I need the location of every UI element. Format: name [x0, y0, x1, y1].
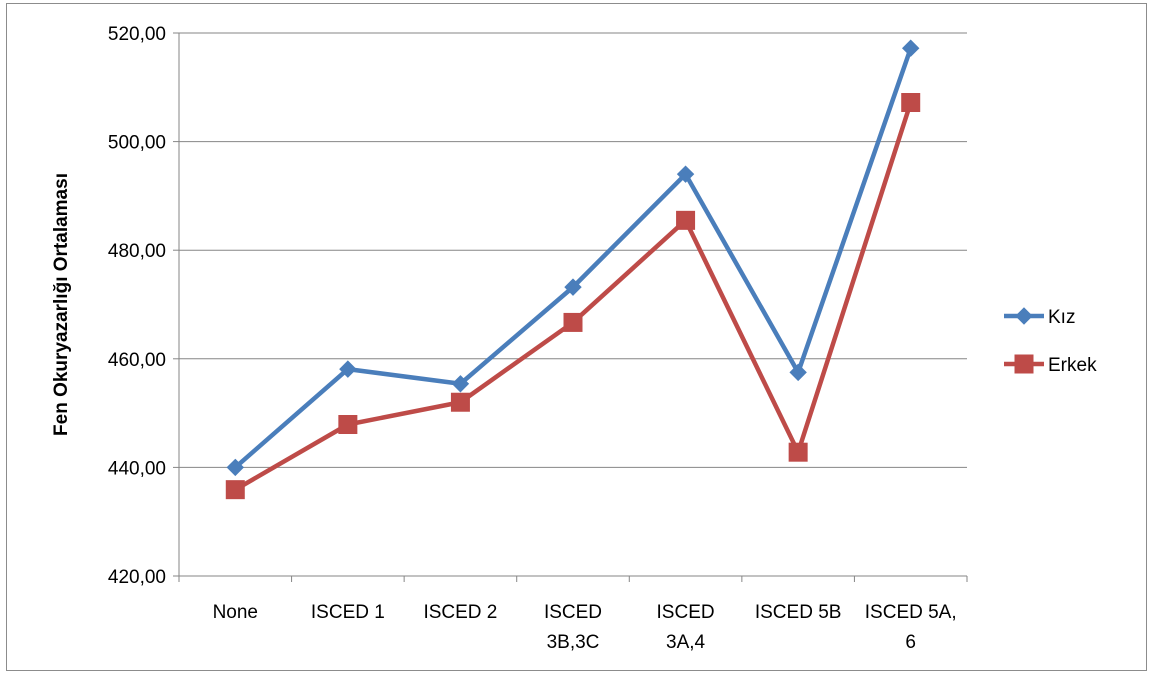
y-tick-label: 420,00 — [108, 567, 166, 588]
data-point — [676, 210, 696, 230]
data-point — [676, 165, 695, 183]
legend-marker — [1015, 307, 1033, 325]
legend-label: Erkek — [1048, 355, 1097, 376]
legend: Kız Erkek — [1004, 307, 1097, 376]
gridlines — [179, 32, 967, 468]
x-tick-label: ISCED 3B,3C — [544, 602, 602, 653]
x-tick-labels: None ISCED 1 ISCED 2 ISCED 3B,3C ISCED 3A,4 ISC… — [213, 602, 957, 653]
axes — [173, 32, 968, 582]
data-point — [901, 93, 921, 113]
series-lines — [225, 39, 921, 500]
chart-frame — [6, 3, 1147, 671]
legend-label: Kız — [1048, 307, 1075, 328]
series-1 — [226, 39, 920, 477]
x-tick-label: ISCED 1 — [311, 602, 385, 623]
data-point — [450, 392, 470, 412]
x-tick-label: None — [213, 602, 258, 623]
data-point — [902, 39, 920, 57]
y-tick-label: 520,00 — [108, 24, 166, 45]
y-tick-label: 480,00 — [108, 241, 166, 262]
data-point — [338, 415, 358, 435]
y-tick-label: 440,00 — [108, 458, 166, 479]
data-point — [339, 360, 357, 378]
legend-item: Erkek — [1004, 354, 1097, 376]
data-point — [226, 458, 244, 477]
y-tick-label: 460,00 — [108, 350, 166, 371]
data-point — [225, 480, 245, 500]
legend-marker — [1014, 354, 1034, 374]
x-tick-label: ISCED 3A,4 — [657, 602, 715, 653]
series-line — [234, 101, 913, 492]
x-tick-label: ISCED 5B — [755, 602, 842, 623]
series-line — [233, 47, 913, 470]
data-point — [564, 278, 582, 296]
y-tick-labels: 420,00 440,00 460,00 480,00 500,00 520,00 — [108, 24, 166, 588]
x-tick-label: ISCED 5A, 6 — [865, 602, 957, 653]
data-point — [451, 375, 470, 393]
data-point — [789, 363, 807, 382]
series-2 — [225, 93, 921, 500]
data-point — [788, 442, 808, 462]
legend-item: Kız — [1004, 307, 1075, 328]
x-tick-label: ISCED 2 — [423, 602, 497, 623]
y-axis-title: Fen Okuryazarlığı Ortalaması — [51, 173, 72, 436]
data-point — [563, 312, 583, 332]
y-tick-label: 500,00 — [108, 133, 166, 154]
